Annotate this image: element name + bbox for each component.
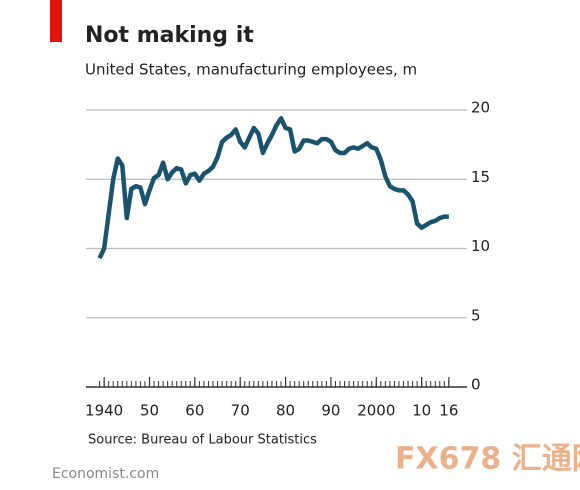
x-tick-label: 16 xyxy=(439,402,458,420)
y-tick-label: 0 xyxy=(471,376,481,394)
chart-title: Not making it xyxy=(85,23,254,48)
x-tick-label: 80 xyxy=(276,402,295,420)
x-tick-label: 1940 xyxy=(85,402,123,420)
y-tick-label: 15 xyxy=(471,168,490,186)
x-tick-label: 2000 xyxy=(357,402,395,420)
y-tick-label: 5 xyxy=(471,306,481,324)
data-line xyxy=(97,116,449,260)
y-tick-label: 20 xyxy=(471,99,490,117)
footer: Economist.com xyxy=(52,466,159,482)
watermark: FX678 汇通网 xyxy=(395,442,580,477)
source: Source: Bureau of Labour Statistics xyxy=(88,433,317,448)
red-tag xyxy=(50,0,62,42)
x-tick-label: 90 xyxy=(321,402,340,420)
chart-subtitle: United States, manufacturing employees, … xyxy=(85,61,417,79)
x-tick-label: 60 xyxy=(185,402,204,420)
x-tick-label: 10 xyxy=(412,402,431,420)
x-tick-label: 70 xyxy=(231,402,250,420)
x-tick-label: 50 xyxy=(140,402,159,420)
y-tick-label: 10 xyxy=(471,237,490,255)
